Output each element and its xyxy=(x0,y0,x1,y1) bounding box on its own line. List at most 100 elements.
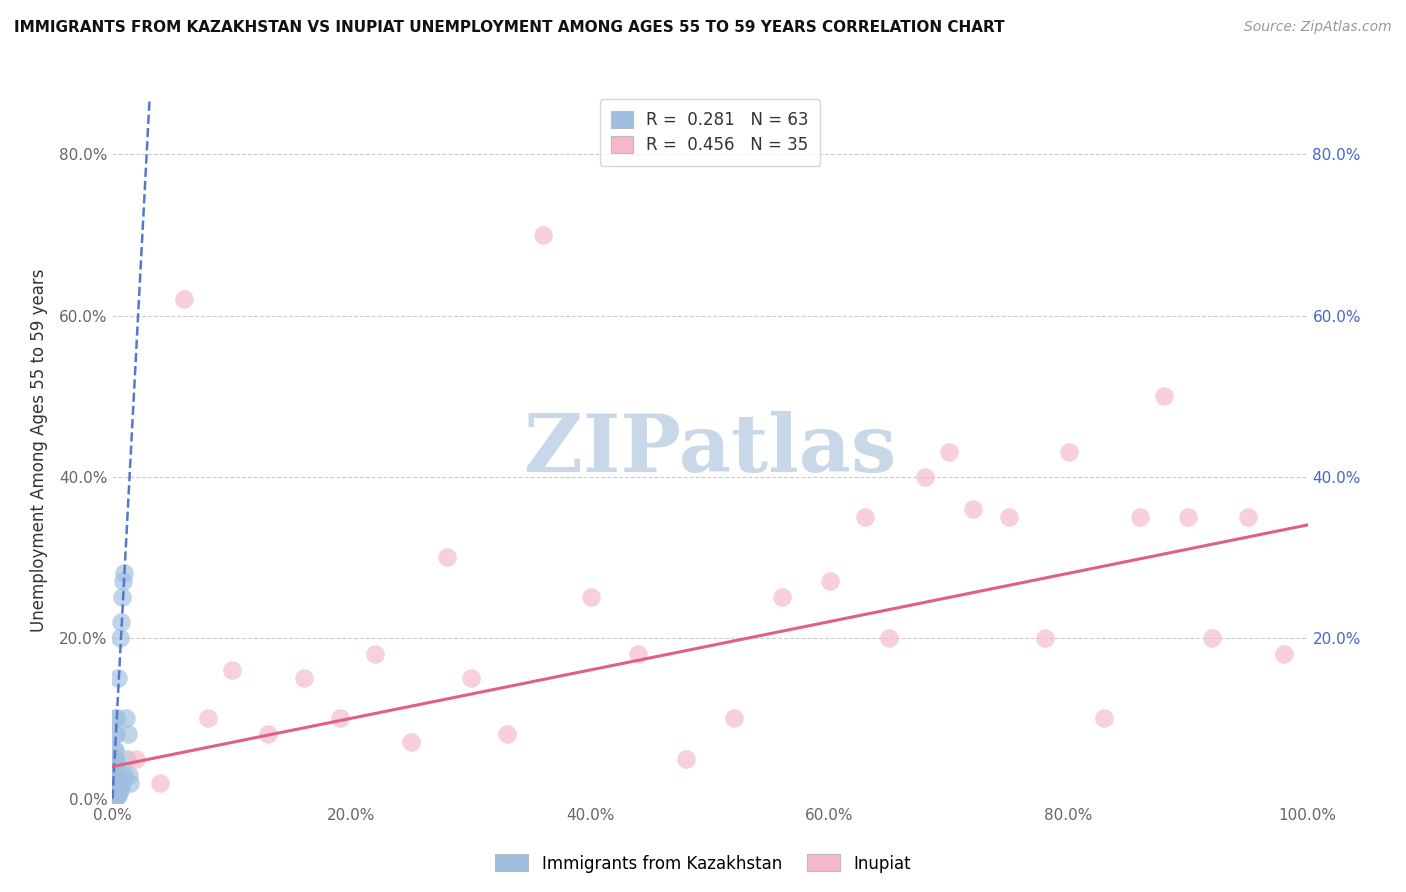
Point xyxy=(108,783,131,797)
Point xyxy=(401,735,423,749)
Point xyxy=(1153,389,1175,403)
Point xyxy=(104,789,127,804)
Point xyxy=(1272,647,1295,661)
Point xyxy=(104,780,127,794)
Point xyxy=(103,783,125,797)
Point xyxy=(723,711,745,725)
Point xyxy=(998,509,1021,524)
Point xyxy=(104,775,127,789)
Point xyxy=(104,788,127,802)
Point xyxy=(114,711,136,725)
Point xyxy=(1033,631,1056,645)
Point xyxy=(104,791,127,805)
Point xyxy=(105,775,128,789)
Point xyxy=(104,772,127,786)
Point xyxy=(879,631,901,645)
Point xyxy=(1129,509,1152,524)
Point xyxy=(103,751,125,765)
Point xyxy=(103,767,125,781)
Point xyxy=(103,789,125,803)
Point xyxy=(173,293,195,307)
Text: ZIPatlas: ZIPatlas xyxy=(524,411,896,490)
Point xyxy=(107,788,129,802)
Point xyxy=(105,785,128,799)
Point xyxy=(104,727,127,741)
Point xyxy=(125,751,148,765)
Point xyxy=(1201,631,1223,645)
Point xyxy=(531,227,554,242)
Point xyxy=(460,671,482,685)
Point xyxy=(103,786,125,800)
Point xyxy=(103,784,125,798)
Point xyxy=(329,711,352,725)
Point xyxy=(103,777,125,791)
Point xyxy=(436,550,458,565)
Point xyxy=(117,727,139,741)
Point xyxy=(103,790,125,805)
Point xyxy=(1177,509,1199,524)
Y-axis label: Unemployment Among Ages 55 to 59 years: Unemployment Among Ages 55 to 59 years xyxy=(30,268,48,632)
Point xyxy=(105,789,128,804)
Point xyxy=(103,788,125,802)
Point xyxy=(111,775,134,789)
Point xyxy=(221,663,243,677)
Point xyxy=(115,751,138,765)
Point xyxy=(938,445,960,459)
Point xyxy=(197,711,219,725)
Point xyxy=(770,591,793,605)
Point xyxy=(103,780,125,794)
Point xyxy=(105,767,128,781)
Point xyxy=(105,727,128,741)
Point xyxy=(364,647,387,661)
Point xyxy=(818,574,841,589)
Point xyxy=(107,671,129,685)
Point xyxy=(103,743,125,757)
Point xyxy=(1237,509,1260,524)
Point xyxy=(104,751,127,765)
Point xyxy=(104,790,127,805)
Point xyxy=(103,759,125,773)
Point xyxy=(496,727,519,741)
Point xyxy=(257,727,280,741)
Point xyxy=(855,509,877,524)
Point xyxy=(103,787,125,801)
Point xyxy=(105,711,128,725)
Point xyxy=(108,631,131,645)
Point xyxy=(112,772,135,786)
Text: IMMIGRANTS FROM KAZAKHSTAN VS INUPIAT UNEMPLOYMENT AMONG AGES 55 TO 59 YEARS COR: IMMIGRANTS FROM KAZAKHSTAN VS INUPIAT UN… xyxy=(14,20,1005,35)
Point xyxy=(104,759,127,773)
Point xyxy=(675,751,697,765)
Point xyxy=(104,767,127,781)
Point xyxy=(149,775,172,789)
Point xyxy=(114,767,135,781)
Legend: R =  0.281   N = 63, R =  0.456   N = 35: R = 0.281 N = 63, R = 0.456 N = 35 xyxy=(599,99,821,166)
Point xyxy=(111,591,134,605)
Point xyxy=(1094,711,1116,725)
Point xyxy=(120,775,142,789)
Point xyxy=(103,791,125,805)
Point xyxy=(105,790,128,805)
Text: Source: ZipAtlas.com: Source: ZipAtlas.com xyxy=(1244,20,1392,34)
Point xyxy=(627,647,650,661)
Point xyxy=(112,574,135,589)
Point xyxy=(105,751,128,765)
Point xyxy=(292,671,315,685)
Point xyxy=(105,788,128,802)
Point xyxy=(103,764,125,778)
Point xyxy=(103,782,125,797)
Point xyxy=(579,591,602,605)
Point xyxy=(104,743,127,757)
Point xyxy=(962,501,984,516)
Point xyxy=(118,767,141,781)
Point xyxy=(104,783,127,797)
Legend: Immigrants from Kazakhstan, Inupiat: Immigrants from Kazakhstan, Inupiat xyxy=(488,847,918,880)
Point xyxy=(104,711,127,725)
Point xyxy=(103,775,125,789)
Point xyxy=(114,566,135,581)
Point xyxy=(103,772,125,786)
Point xyxy=(103,789,125,804)
Point xyxy=(110,780,132,794)
Point xyxy=(103,785,125,799)
Point xyxy=(104,786,127,800)
Point xyxy=(1057,445,1080,459)
